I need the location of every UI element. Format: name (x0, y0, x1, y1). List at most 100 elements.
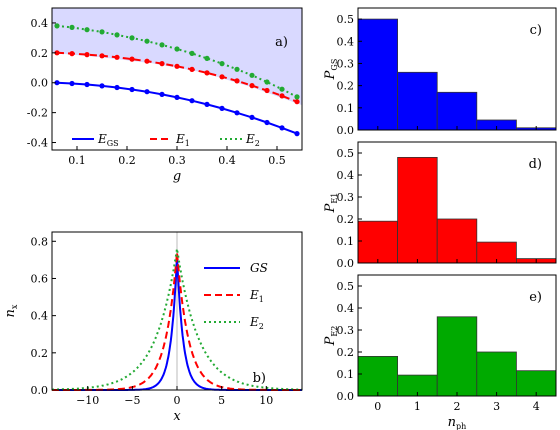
data-point (279, 86, 285, 92)
data-point (189, 50, 195, 57)
x-tick-label: 0 (374, 400, 381, 413)
legend-label: E1 (249, 288, 264, 304)
y-tick-label: 0.2 (337, 80, 355, 93)
data-point (264, 79, 270, 85)
density-curve-E2 (52, 248, 302, 391)
data-point (99, 29, 105, 35)
data-point (249, 83, 255, 89)
y-tick-label: 0.2 (31, 47, 49, 60)
y-tick-label: 0.0 (31, 384, 49, 397)
legend-label: E2 (245, 132, 260, 148)
data-point (84, 52, 90, 58)
bar-c-1 (397, 71, 438, 131)
bar-d-0 (357, 220, 398, 264)
y-tick-label: 0.4 (31, 310, 49, 323)
data-point (234, 110, 240, 116)
y-tick-label: 0.6 (31, 272, 49, 285)
y-tick-label: 0.8 (31, 235, 49, 248)
y-tick-label: 0.5 (337, 147, 355, 160)
data-point (114, 32, 120, 38)
y-tick-label: 0.1 (337, 102, 355, 115)
y-axis-label: PGS (323, 59, 339, 81)
data-point (189, 66, 195, 72)
y-tick-label: 0.2 (337, 346, 355, 359)
data-point (144, 89, 150, 95)
data-point (114, 84, 120, 91)
bar-e-3 (476, 351, 517, 397)
bar-d-1 (397, 156, 438, 264)
data-point (54, 80, 60, 86)
x-tick-label: 2 (454, 400, 461, 413)
data-point (219, 74, 225, 80)
data-point (69, 80, 75, 87)
x-tick-label: 3 (493, 400, 500, 413)
y-tick-label: 0.0 (337, 390, 355, 403)
y-tick-label: 0.4 (337, 35, 355, 48)
data-point (99, 53, 105, 59)
x-tick-label: −5 (124, 394, 140, 407)
data-point (234, 66, 240, 72)
x-tick-label: 0.2 (118, 154, 136, 167)
x-tick-label: 0.4 (218, 154, 236, 167)
data-point (189, 98, 195, 104)
y-tick-label: -0.4 (27, 137, 48, 150)
data-point (264, 87, 270, 94)
legend-label: E2 (249, 315, 264, 331)
y-tick-label: 0.4 (31, 17, 49, 30)
data-point (54, 50, 60, 56)
panel-label-b: b) (253, 371, 266, 386)
data-point (129, 56, 135, 62)
data-point (69, 51, 75, 57)
bar-e-2 (436, 316, 478, 397)
data-point (159, 42, 165, 48)
x-tick-label: 0.3 (168, 154, 186, 167)
y-tick-label: 0.0 (337, 257, 355, 270)
y-tick-label: 0.4 (337, 169, 355, 182)
x-tick-label: 0 (174, 394, 181, 407)
legend-label: EGS (97, 132, 119, 148)
data-point (69, 24, 75, 30)
x-axis-label: nph (448, 415, 467, 430)
y-tick-label: 0.3 (337, 324, 355, 337)
data-point (219, 61, 225, 67)
y-tick-label: 0.2 (337, 213, 355, 226)
data-point (204, 55, 210, 62)
panel-label-e: e) (529, 290, 542, 305)
data-point (129, 35, 135, 41)
y-tick-label: 0.3 (337, 191, 355, 204)
x-tick-label: 0.5 (268, 154, 286, 167)
data-point (294, 131, 300, 137)
data-point (294, 99, 300, 105)
x-tick-label: 5 (218, 394, 225, 407)
panel-label-c: c) (530, 23, 542, 38)
data-point (99, 83, 105, 89)
data-point (294, 94, 300, 100)
data-point (219, 105, 225, 111)
y-tick-label: 0.1 (337, 368, 355, 381)
x-axis-label: x (173, 409, 181, 424)
y-tick-label: 0.1 (337, 235, 355, 248)
data-point (84, 81, 90, 88)
x-tick-label: 4 (533, 400, 540, 413)
y-axis-label: PE2 (323, 326, 339, 347)
bar-e-4 (516, 370, 557, 397)
x-tick-label: 1 (414, 400, 421, 413)
y-tick-label: -0.2 (27, 107, 48, 120)
data-point (54, 23, 60, 29)
data-point (204, 70, 210, 76)
data-point (114, 54, 120, 60)
bar-c-0 (357, 18, 398, 131)
data-point (144, 38, 150, 44)
data-point (159, 61, 165, 67)
data-point (159, 91, 165, 97)
data-point (249, 114, 255, 120)
y-tick-label: 0.5 (337, 280, 355, 293)
series-line-E2 (56, 24, 298, 98)
data-point (249, 72, 255, 78)
data-point (129, 86, 135, 93)
legend-label: GS (250, 261, 268, 275)
data-point (279, 93, 285, 99)
series-line-E1 (56, 51, 298, 103)
data-point (144, 58, 150, 64)
